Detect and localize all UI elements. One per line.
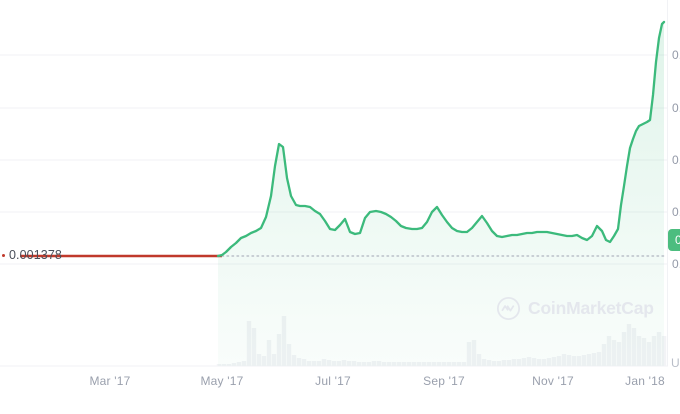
- x-axis-tick-label: Sep '17: [423, 374, 465, 388]
- low-price-label: 0.001378: [9, 248, 62, 262]
- x-axis-tick-label: Jul '17: [315, 374, 351, 388]
- price-area-fill: [218, 22, 664, 366]
- x-axis-tick-label: Nov '17: [532, 374, 574, 388]
- x-axis-tick-label: Mar '17: [89, 374, 131, 388]
- x-axis-tick-label: Jan '18: [625, 374, 665, 388]
- y-axis-tick-label: 0.: [672, 101, 680, 115]
- x-axis-tick-label: May '17: [200, 374, 244, 388]
- clipped-edge-label: U: [671, 356, 680, 370]
- y-axis-tick-label: 0.: [672, 257, 680, 271]
- current-price-badge[interactable]: 0.: [668, 229, 680, 251]
- low-price-marker-dot: [2, 254, 5, 257]
- y-axis-tick-label: 0.: [672, 48, 680, 62]
- y-axis-tick-label: 0.: [672, 205, 680, 219]
- price-line: [216, 20, 666, 258]
- y-axis-tick-label: 0.: [672, 153, 680, 167]
